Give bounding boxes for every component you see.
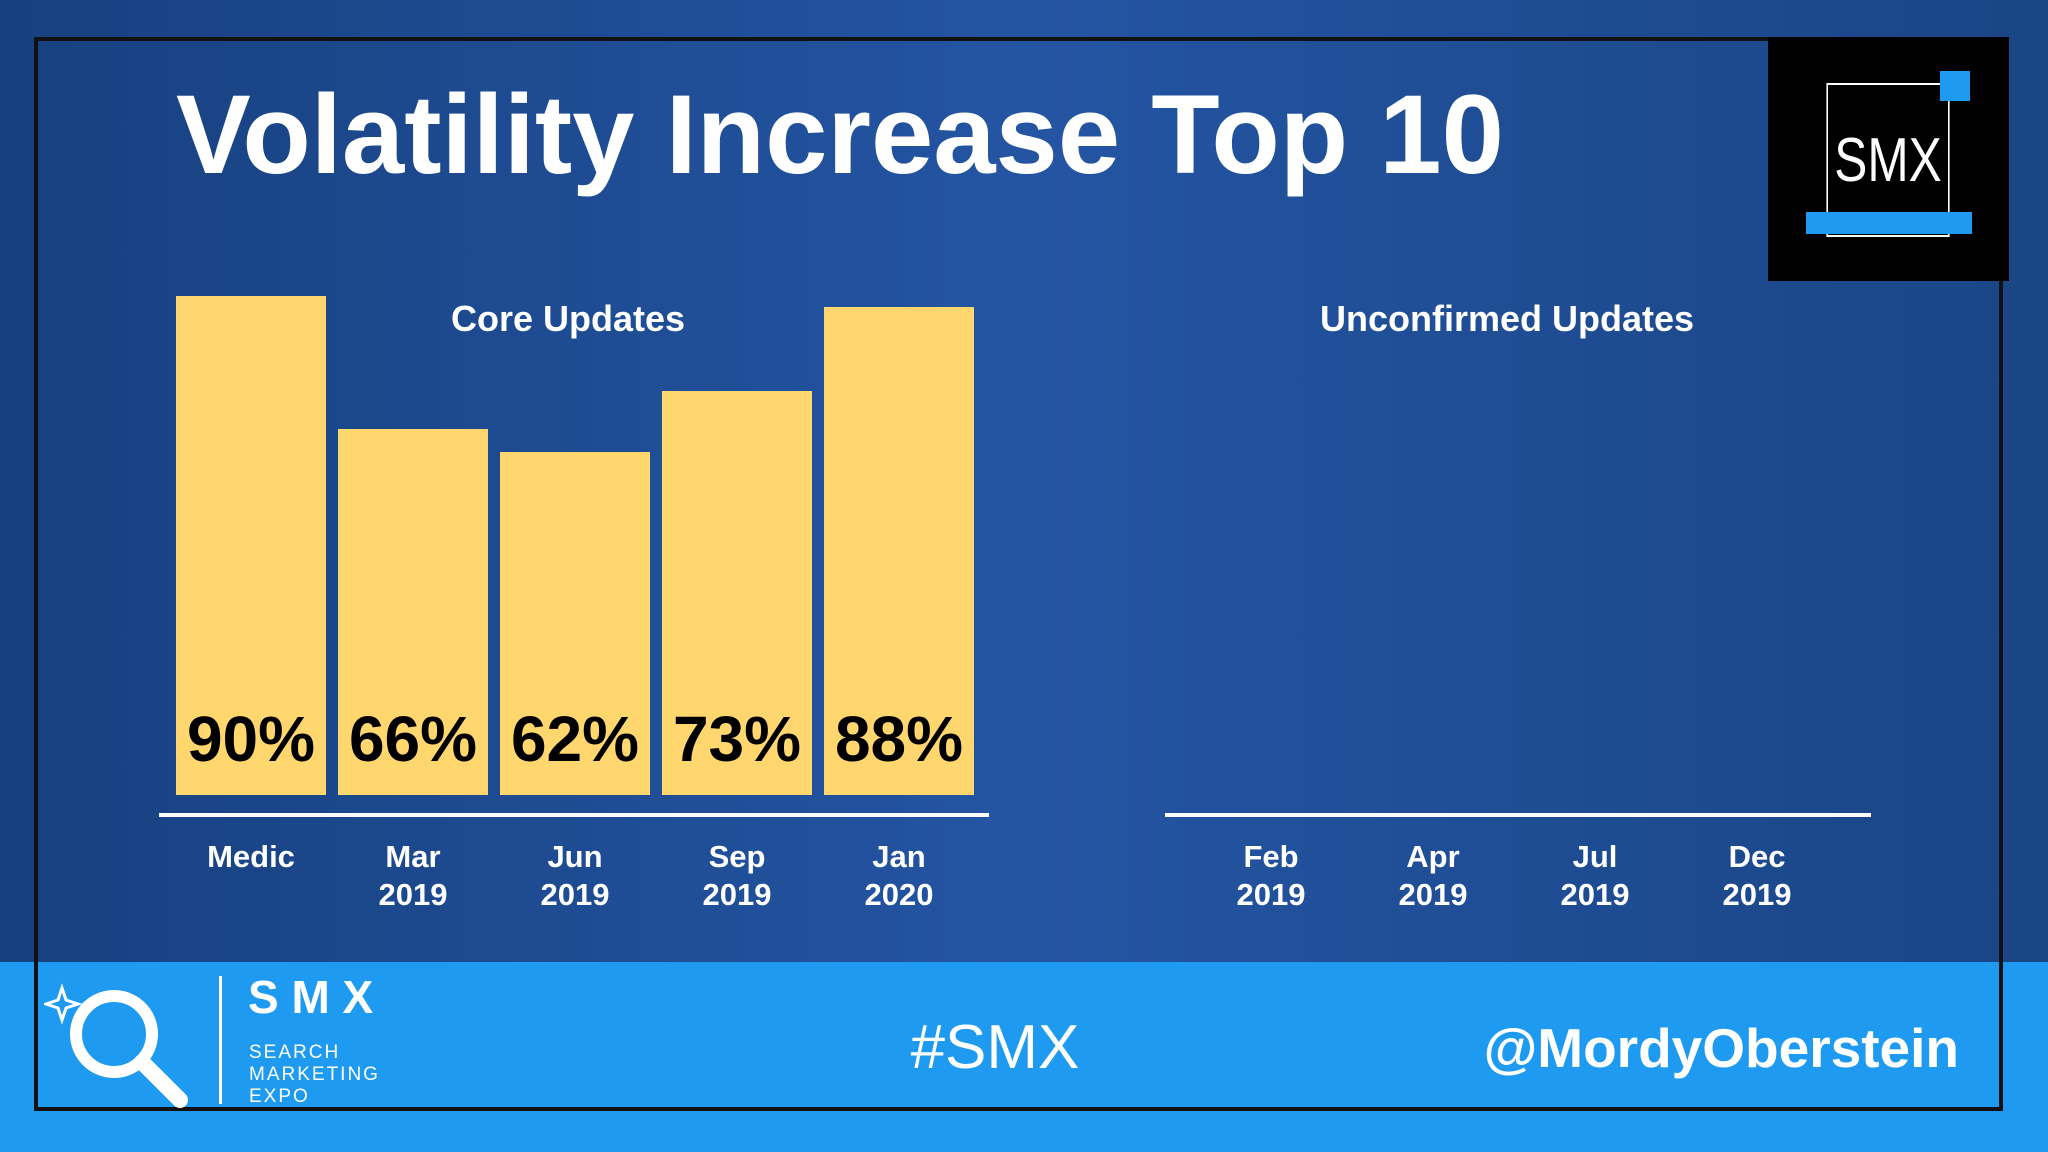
x-tick-label: Jun 2019 (540, 839, 610, 912)
x-tick-label: Apr 2019 (1398, 839, 1468, 912)
x-tick-label: Sep 2019 (702, 839, 772, 912)
footer-band (0, 962, 2048, 1152)
logo: SMX (1768, 37, 2009, 281)
divider (219, 976, 222, 1104)
x-tick-label: Mar 2019 (378, 839, 448, 912)
data-label: 73% (672, 703, 802, 775)
bar (824, 307, 974, 795)
x-tick-label: Jan 2020 (864, 839, 934, 912)
search-icon (44, 983, 188, 1108)
bar (338, 429, 488, 795)
x-tick-label: Feb 2019 (1236, 839, 1306, 912)
frame (34, 37, 2003, 1111)
bar (176, 296, 326, 795)
footer-tagline: EXPO (249, 1086, 310, 1107)
data-label: 66% (348, 703, 478, 775)
footer-brand: S M X (248, 971, 374, 1023)
footer-tagline: SEARCH (249, 1042, 341, 1063)
chart-title: Unconfirmed Updates (1319, 298, 1695, 339)
x-tick-label: Jul 2019 (1560, 839, 1630, 912)
logo-bar (1806, 212, 1972, 234)
hashtag: #SMX (910, 1013, 1080, 1082)
x-axis (159, 813, 989, 817)
data-label: 62% (510, 703, 640, 775)
data-label: 90% (186, 703, 316, 775)
slide-title: Volatility Increase Top 10 (176, 72, 1504, 197)
handle: @MordyOberstein (1483, 1017, 1959, 1079)
bar (662, 390, 812, 795)
x-axis (1165, 813, 1871, 817)
x-tick-label: Dec 2019 (1722, 839, 1792, 912)
x-tick-label: Medic (207, 839, 295, 874)
chart-title: Core Updates (450, 298, 686, 339)
logo-text: SMX (1826, 83, 1950, 237)
footer-tagline: MARKETING (249, 1064, 380, 1085)
data-label: 88% (834, 703, 964, 775)
logo-square (1940, 71, 1970, 101)
bar (500, 451, 650, 795)
